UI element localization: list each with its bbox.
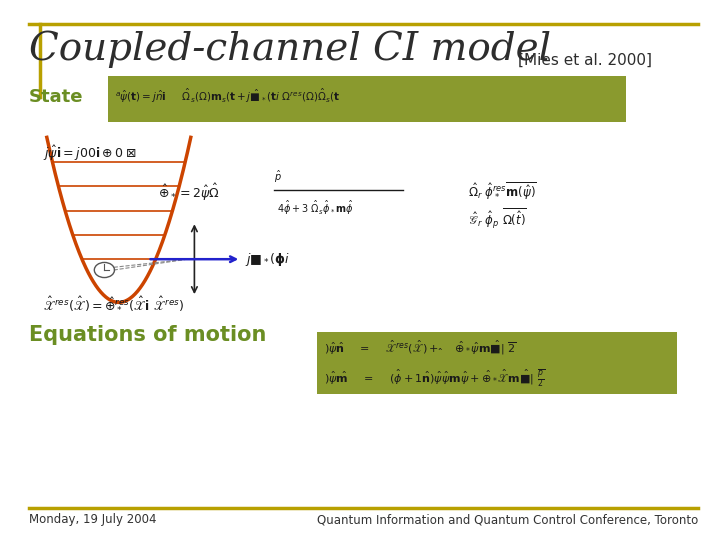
Text: $\hat{\mathscr{X}}^{res}(\hat{\mathscr{X}}) = \hat{\oplus}_*^{res}(\hat{\mathscr: $\hat{\mathscr{X}}^{res}(\hat{\mathscr{X…: [43, 294, 184, 310]
Text: $j\hat{\psi}\mathbf{i} = j00\mathbf{i} \oplus 0\boxtimes$: $j\hat{\psi}\mathbf{i} = j00\mathbf{i} \…: [43, 144, 137, 164]
Text: Coupled-channel CI model: Coupled-channel CI model: [29, 30, 551, 68]
Text: $\hat{\mathscr{G}}_r\ \hat{\phi}_p\ \overline{\Omega(\hat{t})}$: $\hat{\mathscr{G}}_r\ \hat{\phi}_p\ \ove…: [468, 206, 527, 231]
Text: $4\hat{\phi}+3\ \hat{\Omega}_s\hat{\phi}_*\mathbf{m}\hat{\phi}$: $4\hat{\phi}+3\ \hat{\Omega}_s\hat{\phi}…: [277, 199, 354, 217]
Text: $^a\hat{\psi}(\mathbf{t}) = j\hat{n}\mathbf{i}$     $\hat{\Omega}_s(\Omega)\math: $^a\hat{\psi}(\mathbf{t}) = j\hat{n}\mat…: [115, 87, 341, 105]
Text: Equations of motion: Equations of motion: [29, 325, 266, 345]
Text: State: State: [29, 88, 84, 106]
Text: $\hat{\oplus}_*^{\,} = 2\hat{\psi}\hat{\Omega}$: $\hat{\oplus}_*^{\,} = 2\hat{\psi}\hat{\…: [158, 181, 220, 202]
FancyBboxPatch shape: [108, 76, 626, 122]
Text: $\hat{\Omega}_r\ \hat{\phi}_*^{res}\overline{\mathbf{m}(\hat{\psi})}$: $\hat{\Omega}_r\ \hat{\phi}_*^{res}\over…: [468, 181, 537, 202]
Text: Monday, 19 July 2004: Monday, 19 July 2004: [29, 514, 156, 526]
Text: $\hat{p}$: $\hat{p}$: [274, 168, 282, 185]
Text: $j\blacksquare_*(\mathbf{\phi}i$: $j\blacksquare_*(\mathbf{\phi}i$: [245, 251, 290, 268]
Text: [Mies et al. 2000]: [Mies et al. 2000]: [518, 52, 652, 68]
Text: Quantum Information and Quantum Control Conference, Toronto: Quantum Information and Quantum Control …: [317, 514, 698, 526]
Text: $)\hat{\psi}\hat{\mathbf{m}}$    $=$    $(\hat{\phi}+ 1\hat{\mathbf{n}})\hat{\ps: $)\hat{\psi}\hat{\mathbf{m}}$ $=$ $(\hat…: [324, 368, 546, 389]
FancyBboxPatch shape: [317, 332, 677, 394]
Text: $)\hat{\psi}\hat{\mathbf{n}}$    $=$    $\hat{\mathscr{X}}^{res}(\hat{\mathscr{X: $)\hat{\psi}\hat{\mathbf{n}}$ $=$ $\hat{…: [324, 339, 517, 357]
